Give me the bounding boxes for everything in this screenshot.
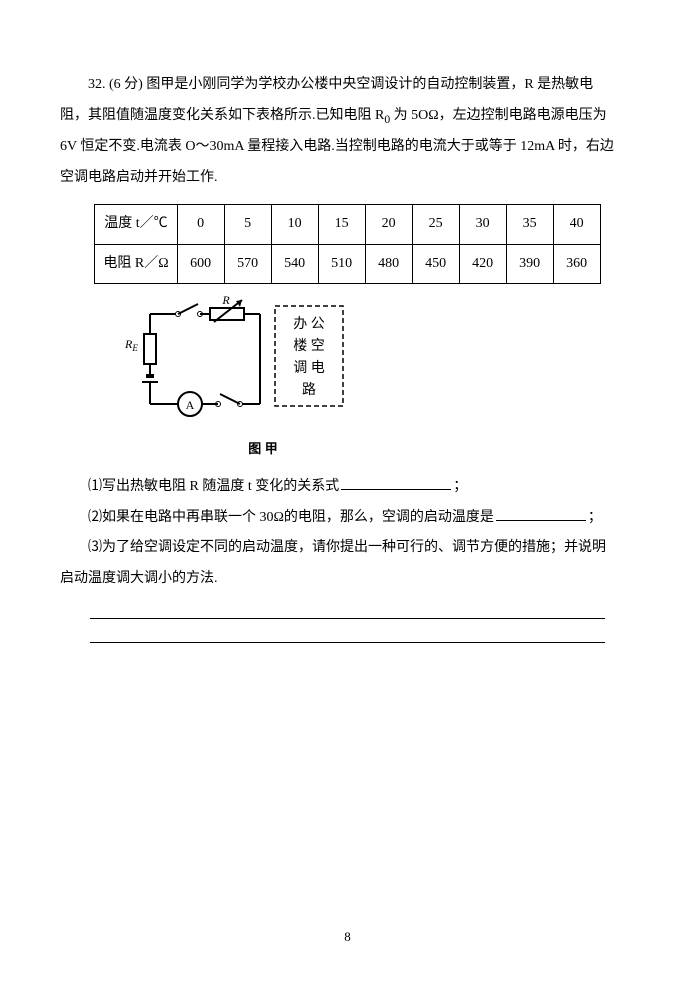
problem-text-e: 空调电路启动并开始工作.	[60, 170, 218, 185]
question-2: ⑵如果在电路中再串联一个 30Ω的电阻，那么，空调的启动温度是 ；	[60, 503, 635, 534]
cell: 540	[271, 244, 318, 284]
cell: 0	[177, 204, 224, 244]
problem-line2: 阻，其阻值随温度变化关系如下表格所示.已知电阻 R0 为 5OΩ，左边控制电路电…	[60, 101, 635, 132]
problem-points: (6 分)	[109, 77, 143, 92]
cell: 20	[365, 204, 412, 244]
ammeter-label: A	[186, 398, 195, 412]
q2-tail: ；	[588, 510, 602, 525]
answer-line-2	[90, 641, 605, 643]
r-label: R	[221, 294, 230, 307]
cell: 480	[365, 244, 412, 284]
box-line3: 调 电	[293, 360, 325, 376]
cell: 390	[506, 244, 553, 284]
problem-line3: 6V 恒定不变.电流表 O～30mA 量程接入电路.当控制电路的电流大于或等于 …	[60, 132, 635, 163]
cell: 510	[318, 244, 365, 284]
table-row: 电阻 R／Ω 600 570 540 510 480 450 420 390 3…	[95, 244, 600, 284]
box-line4: 路	[302, 382, 316, 398]
box-line2: 楼 空	[293, 338, 325, 354]
cell: 15	[318, 204, 365, 244]
row-label-resist: 电阻 R／Ω	[95, 244, 177, 284]
cell: 570	[224, 244, 271, 284]
cell: 420	[459, 244, 506, 284]
figure-caption: 图 甲	[148, 435, 378, 464]
circuit-figure: R A RE 办 公 楼 空	[120, 294, 635, 463]
q2-text: ⑵如果在电路中再串联一个 30Ω的电阻，那么，空调的启动温度是	[88, 510, 494, 525]
cell: 360	[553, 244, 600, 284]
cell: 5	[224, 204, 271, 244]
problem-text-c: 为 5OΩ，左边控制电路电源电压为	[394, 108, 607, 123]
q2-blank	[496, 506, 586, 521]
problem-text-a: 图甲是小刚同学为学校办公楼中央空调设计的自动控制装置，R 是热敏电	[146, 77, 593, 92]
question-1: ⑴写出热敏电阻 R 随温度 t 变化的关系式 ；	[60, 472, 635, 503]
data-table: 温度 t／℃ 0 5 10 15 20 25 30 35 40 电阻 R／Ω 6…	[94, 204, 600, 285]
cell: 30	[459, 204, 506, 244]
cell: 450	[412, 244, 459, 284]
problem-number: 32.	[88, 77, 106, 92]
box-line1: 办 公	[293, 316, 325, 332]
problem-text-b: 阻，其阻值随温度变化关系如下表格所示.已知电阻 R	[60, 108, 384, 123]
question-3-line1: ⑶为了给空调设定不同的启动温度，请你提出一种可行的、调节方便的措施；并说明	[60, 533, 635, 564]
q1-text: ⑴写出热敏电阻 R 随温度 t 变化的关系式	[88, 479, 339, 494]
problem-line4: 空调电路启动并开始工作.	[60, 163, 635, 194]
question-3-line2: 启动温度调大调小的方法.	[60, 564, 635, 595]
q3-text1: ⑶为了给空调设定不同的启动温度，请你提出一种可行的、调节方便的措施；并说明	[88, 540, 606, 555]
table-row: 温度 t／℃ 0 5 10 15 20 25 30 35 40	[95, 204, 600, 244]
q1-blank	[341, 475, 451, 490]
cell: 600	[177, 244, 224, 284]
cell: 40	[553, 204, 600, 244]
row-label-temp: 温度 t／℃	[95, 204, 177, 244]
q3-text2: 启动温度调大调小的方法.	[60, 571, 218, 586]
page-number: 8	[0, 923, 695, 952]
problem-statement: 32. (6 分) 图甲是小刚同学为学校办公楼中央空调设计的自动控制装置，R 是…	[60, 70, 635, 101]
cell: 25	[412, 204, 459, 244]
r0-subscript: 0	[384, 113, 390, 126]
cell: 10	[271, 204, 318, 244]
cell: 35	[506, 204, 553, 244]
re-label: RE	[124, 337, 138, 353]
answer-line-1	[90, 617, 605, 619]
q1-tail: ；	[453, 479, 467, 494]
circuit-svg: R A RE 办 公 楼 空	[120, 294, 350, 424]
problem-text-d: 6V 恒定不变.电流表 O～30mA 量程接入电路.当控制电路的电流大于或等于 …	[60, 139, 614, 154]
